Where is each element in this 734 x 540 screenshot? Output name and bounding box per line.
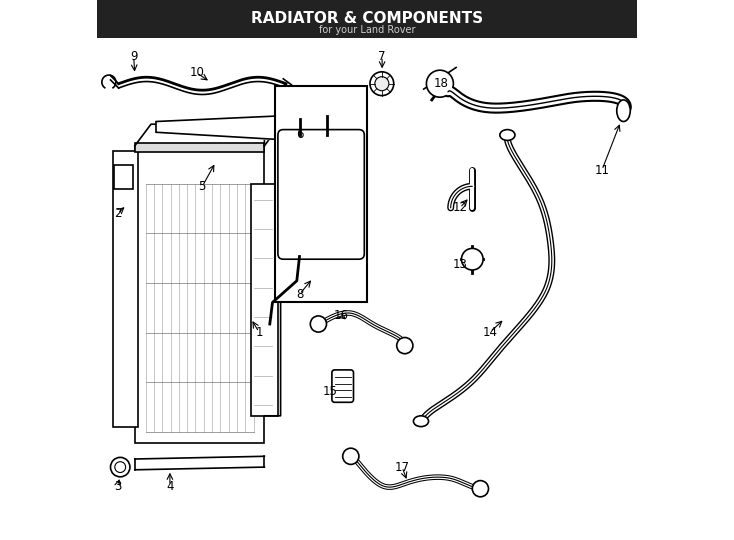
- FancyBboxPatch shape: [278, 130, 364, 259]
- Bar: [275, 86, 367, 302]
- Text: 13: 13: [452, 258, 468, 271]
- Text: 6: 6: [296, 129, 303, 141]
- Text: RADIATOR & COMPONENTS: RADIATOR & COMPONENTS: [251, 11, 483, 26]
- Text: 14: 14: [483, 326, 498, 339]
- Text: 12: 12: [452, 201, 468, 214]
- Text: for your Land Rover: for your Land Rover: [319, 25, 415, 35]
- Circle shape: [370, 72, 393, 96]
- Bar: [114, 165, 133, 189]
- Text: 17: 17: [395, 461, 410, 474]
- Bar: [97, 0, 637, 38]
- Text: 18: 18: [434, 77, 449, 90]
- Circle shape: [375, 77, 389, 91]
- Circle shape: [310, 316, 327, 332]
- Ellipse shape: [500, 130, 515, 140]
- Text: 8: 8: [296, 288, 303, 301]
- Ellipse shape: [617, 100, 631, 122]
- Circle shape: [111, 457, 130, 477]
- Circle shape: [426, 70, 454, 97]
- Text: 15: 15: [323, 385, 338, 398]
- Bar: [135, 146, 264, 443]
- Text: 2: 2: [114, 207, 121, 220]
- Text: 10: 10: [189, 66, 204, 79]
- Text: 7: 7: [378, 50, 386, 63]
- Circle shape: [462, 248, 483, 270]
- FancyBboxPatch shape: [332, 370, 354, 402]
- Text: 4: 4: [166, 480, 174, 492]
- Circle shape: [396, 338, 413, 354]
- Bar: [113, 151, 137, 427]
- Circle shape: [472, 481, 489, 497]
- Text: 9: 9: [130, 50, 137, 63]
- Ellipse shape: [413, 416, 429, 427]
- Text: 5: 5: [199, 180, 206, 193]
- Text: 3: 3: [114, 480, 121, 492]
- Bar: [135, 143, 264, 152]
- Bar: [251, 184, 278, 416]
- Circle shape: [115, 462, 126, 472]
- Text: 16: 16: [334, 309, 349, 322]
- Circle shape: [343, 448, 359, 464]
- Text: 1: 1: [255, 326, 263, 339]
- Text: 11: 11: [595, 164, 609, 177]
